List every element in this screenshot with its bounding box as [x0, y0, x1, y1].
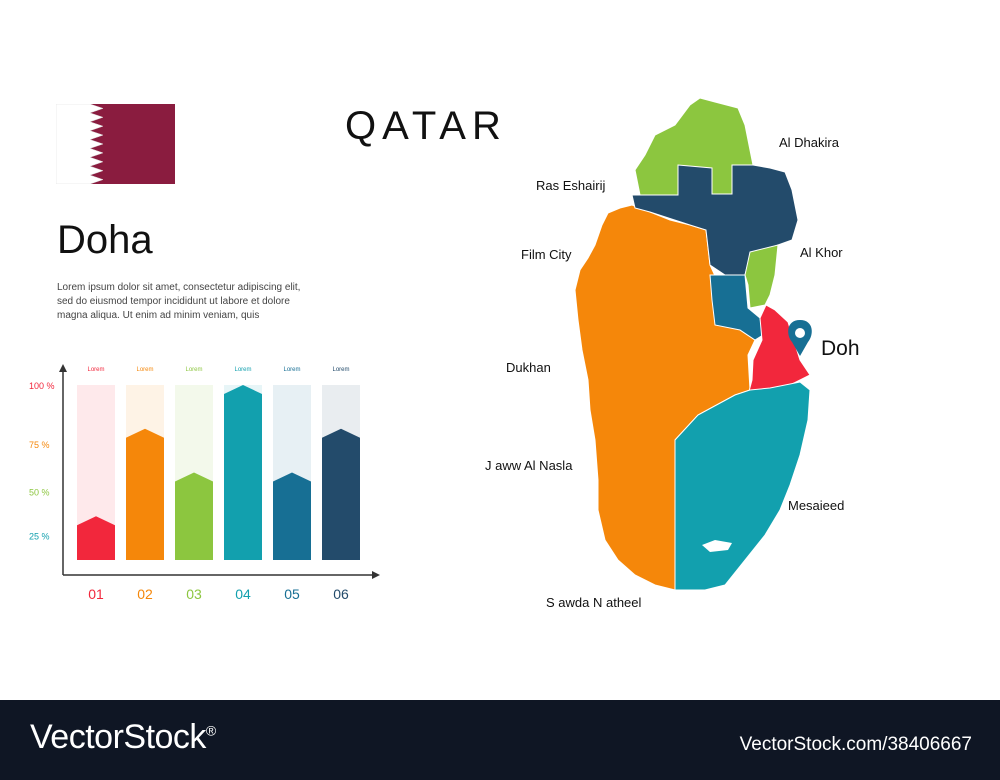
chart-x-label-02: 02 — [137, 586, 153, 602]
chart-bar-01 — [77, 516, 115, 560]
footer-bar: VectorStock® VectorStock.com/38406667 — [0, 700, 1000, 780]
map-label-jaww-al-nasla: J aww Al Nasla — [485, 458, 573, 473]
chart-bar-04 — [224, 385, 262, 560]
description-text: Lorem ipsum dolor sit amet, consectetur … — [57, 282, 301, 321]
chart-top-label-04: Lorem — [234, 367, 251, 373]
page-title: QATAR — [345, 104, 507, 148]
brand-logo[interactable]: VectorStock® — [30, 718, 216, 757]
chart-top-labels: Lorem Lorem Lorem Lorem Lorem Lorem — [87, 367, 349, 373]
chart-top-label-05: Lorem — [283, 367, 300, 373]
brand-trademark: ® — [205, 722, 216, 739]
map-region-umm-salal — [709, 274, 764, 341]
chart-y-tick-75: 75 % — [29, 440, 50, 450]
chart-y-tick-50: 50 % — [29, 488, 50, 498]
chart-x-label-06: 06 — [333, 586, 349, 602]
chart-background-columns — [77, 385, 360, 560]
brand-name: VectorStock — [30, 718, 206, 756]
map-label-sawda-natheel: S awda N atheel — [546, 595, 642, 610]
map-label-mesaieed: Mesaieed — [788, 498, 844, 513]
map-label-film-city: Film City — [521, 247, 572, 262]
chart-x-label-04: 04 — [235, 586, 251, 602]
qatar-map: Al Dhakira Ras Eshairij Al Khor Film Cit… — [485, 97, 860, 610]
chart-bars — [77, 385, 360, 560]
map-region-al-daayen — [744, 244, 779, 309]
chart-y-tick-100: 100 % — [29, 381, 55, 391]
chart-x-label-01: 01 — [88, 586, 104, 602]
chart-bar-03 — [175, 472, 213, 560]
chart-y-ticks: 100 % 75 % 50 % 25 % — [29, 381, 55, 541]
flag-white-serrated-band — [56, 104, 104, 184]
map-label-al-khor: Al Khor — [800, 245, 843, 260]
chart-x-label-03: 03 — [186, 586, 202, 602]
chart-x-label-05: 05 — [284, 586, 300, 602]
chart-top-label-01: Lorem — [87, 367, 104, 373]
y-axis-arrow — [59, 364, 67, 372]
chart-x-labels: 01 02 03 04 05 06 — [88, 586, 349, 602]
chart-bar-06 — [322, 428, 360, 560]
x-axis-arrow — [372, 571, 380, 579]
chart-bar-02 — [126, 428, 164, 560]
chart-bar-05 — [273, 472, 311, 560]
map-label-al-dhakira: Al Dhakira — [779, 135, 840, 150]
bar-chart: Lorem Lorem Lorem Lorem Lorem Lorem 100 % 75 %… — [29, 364, 380, 602]
map-label-ras-eshairij: Ras Eshairij — [536, 178, 605, 193]
city-heading: Doha — [57, 218, 153, 262]
location-pin — [788, 320, 812, 356]
map-label-dukhan: Dukhan — [506, 360, 551, 375]
map-region-al-wakrah — [674, 381, 811, 591]
chart-top-label-03: Lorem — [185, 367, 202, 373]
qatar-flag — [56, 104, 175, 184]
footer-url[interactable]: VectorStock.com/38406667 — [739, 734, 972, 755]
chart-y-tick-25: 25 % — [29, 531, 50, 541]
map-island — [702, 540, 732, 552]
map-label-doha: Doha — [821, 337, 860, 360]
chart-top-label-06: Lorem — [332, 367, 349, 373]
chart-top-label-02: Lorem — [136, 367, 153, 373]
